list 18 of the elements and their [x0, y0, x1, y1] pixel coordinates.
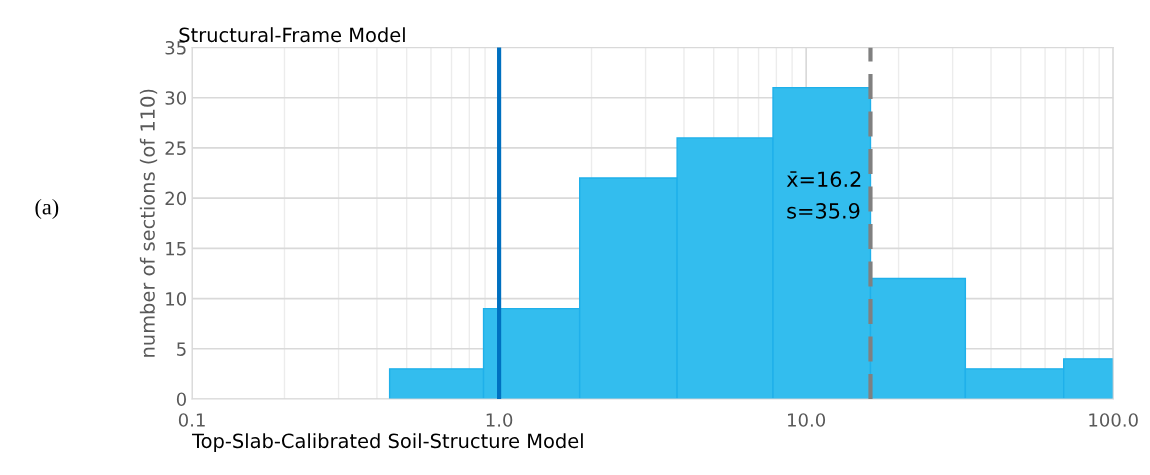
x-tick-label: 100.0: [1089, 413, 1138, 427]
y-tick-label: 0: [176, 392, 186, 407]
chart-title: Structural-Frame Model: [179, 27, 405, 43]
annotation: x̄=16.2: [786, 171, 861, 188]
y-tick-label: 25: [165, 141, 186, 156]
y-tick-label: 30: [165, 91, 186, 105]
annotation: s=35.9: [787, 202, 860, 219]
x-axis-title: Top-Slab-Calibrated Soil-Structure Model: [191, 433, 583, 452]
x-tick-label: 0.1: [178, 413, 205, 427]
y-tick-label: 15: [166, 242, 186, 256]
x-tick-label: 10.0: [788, 413, 826, 427]
x-tick-label: 1.0: [486, 413, 513, 427]
y-tick-label: 10: [166, 292, 186, 306]
y-axis-title: number of sections (of 110): [139, 89, 158, 357]
y-tick-label: 20: [165, 191, 186, 206]
y-tick-label: 5: [177, 342, 186, 356]
text: (a): [35, 198, 59, 220]
y-tick-label: 35: [165, 40, 186, 55]
